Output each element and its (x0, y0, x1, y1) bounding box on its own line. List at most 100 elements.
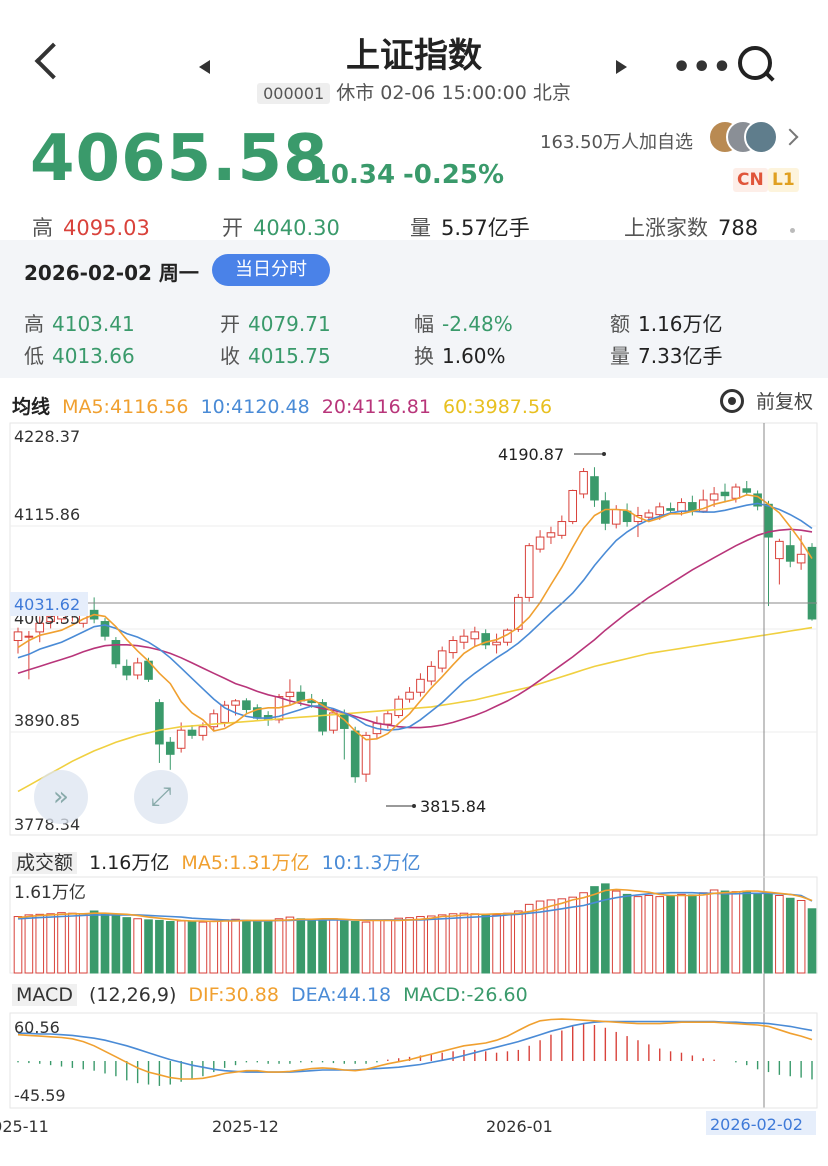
ma5-value: MA5:4116.56 (62, 396, 189, 418)
ma60-line (17, 626, 813, 793)
stat-high: 高 4095.03 (32, 216, 150, 240)
volume-bar (796, 899, 806, 974)
day-stat: 换 1.60% (414, 344, 506, 368)
candle-body (775, 540, 784, 560)
volume-bar (775, 895, 784, 974)
volume-bar (372, 919, 382, 974)
volume-bar (274, 918, 284, 974)
low-annotation: 3815.84 (420, 797, 486, 816)
stock-code: 000001 (257, 83, 331, 104)
crosshair-price: 4031.62 (14, 595, 80, 614)
volume-bar (68, 912, 77, 974)
prev-stock-icon[interactable] (199, 60, 210, 74)
macd-label[interactable]: MACD (12, 984, 77, 1006)
candle-body (557, 521, 567, 536)
macd-params: (12,26,9) (89, 984, 177, 1006)
candle-body (524, 545, 534, 598)
volume-bar (307, 918, 316, 974)
candle-body (785, 545, 795, 562)
stat-volume: 量 5.57亿手 (410, 216, 530, 240)
ma10-line (17, 502, 813, 732)
candle-body (187, 729, 197, 736)
day-stat: 收 4015.75 (220, 344, 331, 368)
volume-bar (731, 891, 741, 974)
macd-group (17, 1018, 813, 1086)
volume-bar (176, 920, 186, 974)
candle-body (677, 502, 686, 512)
volume-bar (481, 913, 491, 974)
macd-legend: MACD (12,26,9) DIF:30.88 DEA:44.18 MACD:… (12, 984, 534, 1006)
follower-avatars[interactable] (708, 120, 778, 154)
price-change: -10.34 (302, 160, 396, 190)
volume-bar (57, 912, 66, 974)
followers-count[interactable]: 163.50万人加自选 (540, 132, 693, 153)
volume-bar (242, 919, 251, 974)
volume-bar (590, 886, 599, 974)
candle-body (579, 471, 588, 495)
volume-bar (622, 893, 632, 974)
candle-body (427, 665, 436, 682)
volume-bar (350, 921, 360, 974)
intraday-button[interactable]: 当日分时 (212, 254, 330, 286)
volume-bar (155, 919, 164, 974)
more-icon[interactable]: ••• (672, 50, 733, 85)
volume-bar (133, 918, 142, 974)
volume-bar (187, 921, 197, 974)
candle-body (655, 506, 665, 516)
price-change-pct: -0.25% (403, 160, 504, 190)
volume-bar (198, 921, 208, 974)
market-status: 休市 02-06 15:00:00 北京 (336, 82, 571, 104)
volume-bar (46, 913, 55, 974)
candle-body (546, 532, 556, 538)
candle-body (731, 486, 741, 499)
volume-bar (416, 916, 425, 974)
candle-body (231, 700, 240, 706)
page-title: 上证指数 (346, 36, 482, 76)
candle-body (383, 713, 393, 725)
candle-body (698, 499, 708, 512)
dea-line (18, 1020, 813, 1073)
candle-body (35, 622, 45, 633)
volume-bar (329, 918, 338, 974)
x-tick-label: 2025-11 (0, 1117, 49, 1136)
candle-body (514, 596, 523, 630)
ma10-value: 10:4120.48 (200, 396, 310, 418)
search-icon[interactable] (738, 46, 772, 80)
adjust-label: 前复权 (756, 391, 814, 413)
volume-bar (470, 913, 480, 974)
candle-body (611, 508, 621, 525)
high-marker-dot (602, 452, 606, 456)
volume-bar (524, 903, 534, 974)
volume-bar (492, 914, 501, 974)
next-stock-icon[interactable] (616, 60, 627, 74)
volume-bar (318, 919, 327, 974)
candle-body (437, 650, 447, 669)
fullscreen-button[interactable]: ⤢ (134, 770, 188, 824)
candle-body (470, 631, 480, 640)
x-tick-label: 2026-01 (486, 1117, 553, 1136)
candle-body (394, 698, 403, 717)
low-marker-dot (412, 804, 416, 808)
candle-body (242, 700, 251, 710)
candle-body (339, 713, 349, 729)
volume-bar (514, 910, 523, 974)
more-dot-icon (790, 228, 795, 233)
candle-body (807, 546, 817, 620)
volume-bar (611, 890, 621, 974)
volume-label[interactable]: 成交额 (12, 852, 78, 874)
volume-bar (285, 916, 295, 974)
candle-body (416, 678, 425, 693)
volume-bar (296, 918, 306, 974)
volume-bar (601, 883, 610, 974)
volume-bar (535, 900, 545, 974)
candle-body (742, 488, 752, 493)
candle-body (590, 476, 599, 501)
volume-bar (633, 896, 643, 974)
volume-bars-group (13, 883, 817, 974)
expand-right-button[interactable]: » (34, 770, 88, 824)
adjust-toggle[interactable]: 前复权 (720, 387, 813, 414)
macd-y-tick: -45.59 (14, 1086, 66, 1105)
volume-bar (209, 920, 219, 974)
dea-value: DEA:44.18 (290, 984, 392, 1006)
